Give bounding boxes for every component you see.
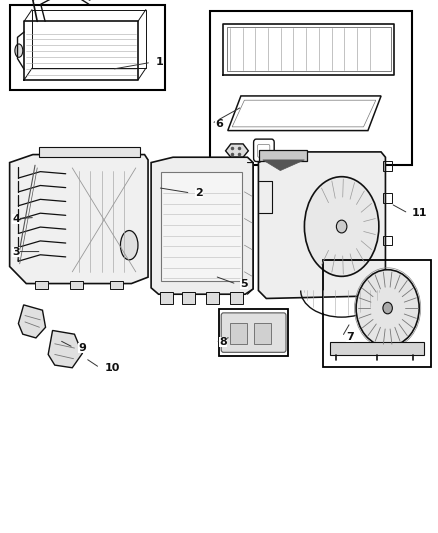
Text: 6: 6 [215,119,223,128]
Bar [39,147,140,157]
Text: 5: 5 [240,279,247,289]
Circle shape [383,302,392,314]
Polygon shape [10,155,148,284]
Polygon shape [151,157,253,294]
Text: 2: 2 [195,188,203,198]
Circle shape [336,220,347,233]
Text: 1: 1 [155,58,163,67]
FancyBboxPatch shape [221,313,286,352]
Bar [70,281,83,289]
Bar [227,27,391,71]
Bar [10,5,165,90]
Bar [161,172,242,281]
Polygon shape [258,152,385,298]
Bar [383,161,392,171]
Polygon shape [259,150,307,161]
Text: 9: 9 [78,343,86,352]
Bar [182,292,195,304]
Ellipse shape [15,44,23,58]
Bar [383,270,392,280]
Polygon shape [18,305,46,338]
Bar [210,11,412,165]
Polygon shape [226,144,248,157]
Bar [330,342,424,355]
Bar [383,236,392,245]
Bar [219,309,288,356]
Text: 3: 3 [12,247,20,256]
Ellipse shape [304,176,379,277]
Text: 7: 7 [346,332,354,342]
Bar [383,193,392,203]
Text: 4: 4 [12,214,20,223]
Bar [254,323,271,344]
Circle shape [356,270,419,346]
Polygon shape [263,160,304,171]
Ellipse shape [120,230,138,260]
Text: 11: 11 [412,208,427,218]
Text: 8: 8 [219,337,227,347]
Bar [160,292,173,304]
Bar [110,281,123,289]
Text: 10: 10 [104,363,120,373]
Bar [323,260,431,367]
Bar [206,292,219,304]
Bar [230,292,243,304]
Polygon shape [48,330,82,368]
Bar [230,323,247,344]
Bar [35,281,48,289]
